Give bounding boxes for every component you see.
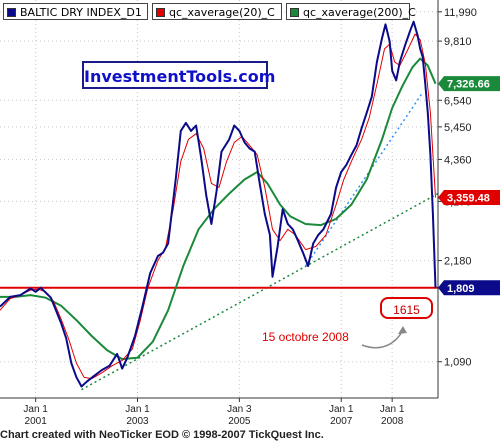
x-tick-label: 2005	[228, 416, 251, 427]
y-tick-label: 9,810	[444, 36, 472, 48]
legend-label-ma200: qc_xaverage(200)_C	[303, 6, 416, 19]
legend-swatch-ma200	[290, 8, 299, 17]
x-tick-label: Jan 1	[23, 404, 48, 415]
x-tick-label: 2007	[330, 416, 353, 427]
footer-credit: Chart created with NeoTicker EOD © 1998-…	[0, 429, 324, 441]
price-label-text: 7,326.66	[447, 79, 490, 91]
x-tick-label: 2001	[25, 416, 48, 427]
series-bdi-line	[0, 20, 437, 388]
price-label-text: 3,359.48	[447, 192, 490, 204]
x-tick-label: Jan 3	[227, 404, 252, 415]
legend-swatch-ma20	[156, 8, 165, 17]
price-label-badge	[438, 189, 500, 205]
series-ma200-line	[0, 57, 437, 361]
y-tick-label: 4,360	[444, 154, 472, 166]
x-tick-label: 2003	[126, 416, 149, 427]
legend-item-ma20: qc_xaverage(20)_C	[152, 3, 282, 20]
annotation-value-box: 1615	[380, 297, 433, 319]
watermark-logo: InvestmentTools.com	[82, 61, 275, 89]
series-ma20-line	[0, 33, 436, 380]
x-tick-label: Jan 1	[380, 404, 405, 415]
annotation-date-text: 15 octobre 2008	[262, 330, 349, 344]
legend-item-ma200: qc_xaverage(200)_C	[286, 3, 416, 20]
price-label-badge	[438, 76, 500, 92]
legend-swatch-bdi	[7, 8, 16, 17]
price-labels: 7,326.66 3,359.48 1,809	[438, 76, 500, 296]
y-tick-label: 6,540	[444, 95, 472, 107]
x-tick-label: Jan 1	[125, 404, 150, 415]
y-axis-ticks: 11,9909,8106,5405,4504,3603,2702,1801,09…	[438, 7, 477, 369]
y-tick-label: 11,990	[444, 7, 477, 19]
annotation-arrowhead	[398, 326, 407, 334]
series-group	[0, 20, 437, 388]
x-tick-label: Jan 1	[329, 404, 354, 415]
y-tick-label: 1,090	[444, 357, 472, 369]
legend-item-bdi: BALTIC DRY INDEX_D1	[3, 3, 148, 20]
y-tick-label: 5,450	[444, 122, 472, 134]
legend-label-bdi: BALTIC DRY INDEX_D1	[20, 6, 142, 19]
y-tick-label: 2,180	[444, 256, 472, 268]
legend-label-ma20: qc_xaverage(20)_C	[169, 6, 275, 19]
x-tick-label: 2008	[381, 416, 404, 427]
price-label-text: 1,809	[447, 283, 475, 295]
price-label-badge	[438, 280, 500, 296]
